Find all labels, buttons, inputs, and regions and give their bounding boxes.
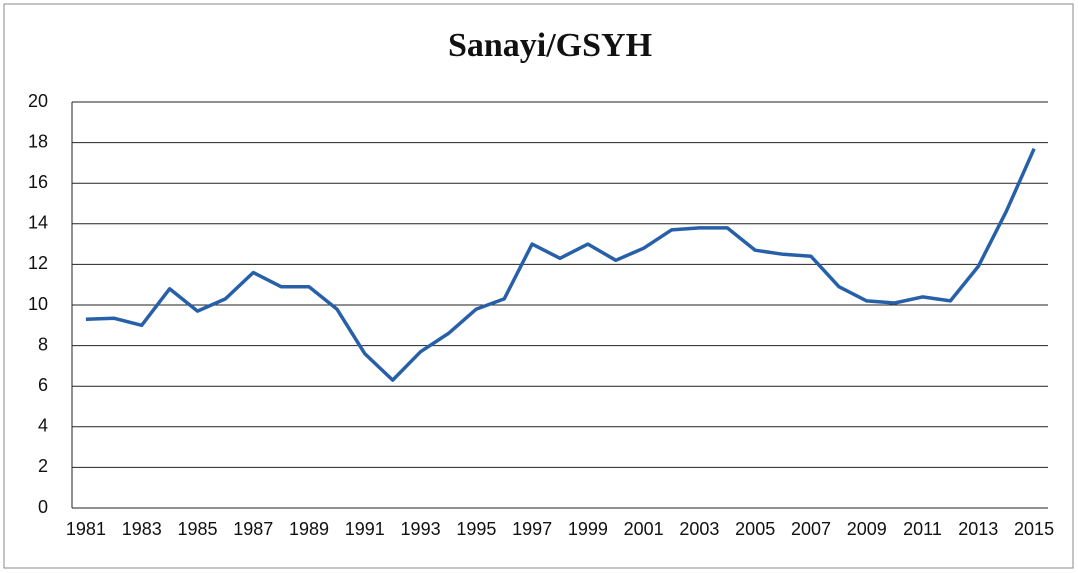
x-tick-label: 2011 [903,519,942,539]
x-tick-label: 2001 [624,519,664,539]
x-tick-label: 1989 [289,519,329,539]
x-tick-label: 2007 [791,519,831,539]
y-tick-label: 6 [38,375,48,395]
y-tick-label: 16 [28,172,48,192]
x-tick-label: 1983 [122,519,162,539]
y-tick-label: 20 [28,91,48,111]
y-tick-label: 10 [28,294,48,314]
x-tick-label: 2003 [679,519,719,539]
x-tick-label: 2005 [735,519,775,539]
x-tick-label: 1995 [456,519,496,539]
y-tick-label: 0 [38,497,48,517]
x-tick-label: 1993 [401,519,441,539]
y-tick-label: 18 [28,131,48,151]
y-tick-label: 2 [38,456,48,476]
y-tick-label: 8 [38,334,48,354]
chart-frame [3,3,1074,569]
x-tick-label: 2009 [847,519,887,539]
x-tick-label: 1985 [177,519,217,539]
x-tick-label: 2015 [1014,519,1054,539]
x-tick-label: 1999 [568,519,608,539]
chart-title: Sanayi/GSYH [448,27,652,64]
y-tick-label: 12 [28,253,48,273]
y-tick-label: 4 [38,416,48,436]
x-tick-label: 1981 [66,519,106,539]
x-tick-label: 1987 [233,519,273,539]
data-line [85,147,1036,382]
x-tick-label: 2013 [958,519,998,539]
x-tick-label: 1997 [512,519,552,539]
y-tick-label: 14 [28,213,48,233]
x-tick-label: 1991 [345,519,385,539]
